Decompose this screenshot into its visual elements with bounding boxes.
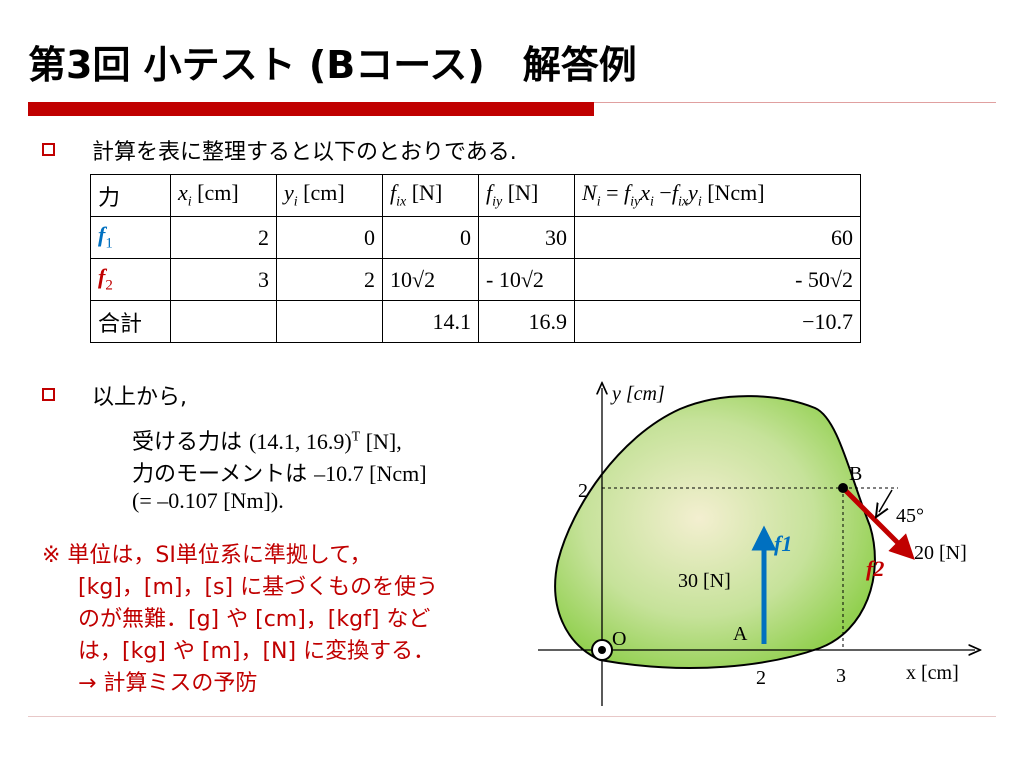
y-axis-label: y [cm] — [610, 383, 665, 405]
row-label-f2: f2 — [90, 258, 171, 301]
cell-fy: 30 — [478, 216, 575, 259]
note-line: は，[kg] や [m]，[N] に変換する． — [78, 639, 436, 664]
cell-x — [170, 300, 277, 343]
note-line: [kg]，[m]，[s] に基づくものを使う — [78, 575, 439, 600]
cell-fy: 16.9 — [478, 300, 575, 343]
bullet-square — [42, 388, 55, 401]
cell-fx: 0 — [382, 216, 479, 259]
header-moment: Ni = fiyxi −fixyi [Ncm] — [574, 174, 861, 217]
bullet-square — [42, 143, 55, 156]
tick-x3: 3 — [836, 665, 846, 687]
f1-label: f1 — [774, 531, 792, 556]
transpose-mark: T — [351, 429, 361, 445]
result-force: 受ける力は (14.1, 16.9)T [N], — [132, 424, 402, 456]
point-a-label: A — [733, 623, 748, 645]
table-row-total: 合計 14.1 16.9 −10.7 — [90, 300, 861, 343]
result-force-value: (14.1, 16.9) — [249, 429, 352, 454]
result-moment-si: (= –0.107 [Nm]). — [132, 488, 284, 513]
footer-rule — [28, 716, 996, 717]
result-moment: 力のモーメントは –10.7 [Ncm] — [132, 456, 427, 488]
result-heading: 以上から, — [92, 385, 187, 410]
result-moment-prefix: 力のモーメントは — [132, 462, 315, 487]
header-force: 力 — [90, 174, 171, 217]
cell-y — [276, 300, 383, 343]
header-fiy: fiy [N] — [478, 174, 575, 217]
note-line: のが無難．[g] や [cm]，[kgf] など — [78, 607, 431, 632]
table-header-row: 力 xi [cm] yi [cm] fix [N] fiy [N] Ni = f… — [90, 174, 861, 217]
f1-magnitude: 30 [N] — [678, 570, 731, 592]
tick-x2: 2 — [756, 667, 766, 689]
result-force-prefix: 受ける力は — [132, 430, 249, 455]
result-moment-value: –10.7 [Ncm] — [314, 461, 427, 486]
angle-label: 45° — [896, 505, 924, 527]
point-b-dot — [838, 483, 848, 493]
title-underline — [28, 102, 594, 116]
force-diagram: y [cm] x [cm] O A B 2 3 2 f1 30 [N] f2 2… — [538, 376, 1010, 706]
tick-y2: 2 — [578, 480, 588, 502]
header-yi: yi [cm] — [276, 174, 383, 217]
note-line: → 計算ミスの予防 — [78, 671, 258, 696]
x-axis-label: x [cm] — [906, 662, 959, 684]
f2-magnitude: 20 [N] — [914, 542, 967, 564]
unit-note: ※ 単位は，SI単位系に準拠して， [kg]，[m]，[s] に基づくものを使う… — [42, 540, 438, 700]
cell-y: 2 — [276, 258, 383, 301]
f2-label: f2 — [866, 556, 884, 581]
cell-x: 2 — [170, 216, 277, 259]
row-label-f1: f1 — [90, 216, 171, 259]
title-underline-thin — [594, 102, 996, 103]
rigid-body-shape — [554, 395, 876, 669]
table-row-f1: f1 2 0 0 30 60 — [90, 216, 861, 259]
angle-arrow — [879, 489, 893, 512]
header-xi: xi [cm] — [170, 174, 277, 217]
intro-text: 計算を表に整理すると以下のとおりである. — [92, 140, 517, 165]
cell-moment: - 50√2 — [574, 258, 861, 301]
f2-arrow — [841, 486, 915, 560]
table-row-f2: f2 3 2 10√2 - 10√2 - 50√2 — [90, 258, 861, 301]
header-fix: fix [N] — [382, 174, 479, 217]
cell-fy: - 10√2 — [478, 258, 575, 301]
origin-label: O — [612, 628, 626, 650]
result-force-unit: [N], — [360, 429, 402, 454]
point-b-label: B — [849, 463, 862, 485]
cell-x: 3 — [170, 258, 277, 301]
cell-fx: 10√2 — [382, 258, 479, 301]
cell-fx: 14.1 — [382, 300, 479, 343]
cell-moment: 60 — [574, 216, 861, 259]
origin-dot — [598, 646, 606, 654]
cell-y: 0 — [276, 216, 383, 259]
note-line: ※ 単位は，SI単位系に準拠して， — [42, 543, 372, 568]
cell-moment: −10.7 — [574, 300, 861, 343]
force-table: 力 xi [cm] yi [cm] fix [N] fiy [N] Ni = f… — [90, 174, 861, 343]
row-label-total: 合計 — [90, 300, 171, 343]
page-title: 第3回 小テスト (Bコース) 解答例 — [28, 43, 637, 87]
